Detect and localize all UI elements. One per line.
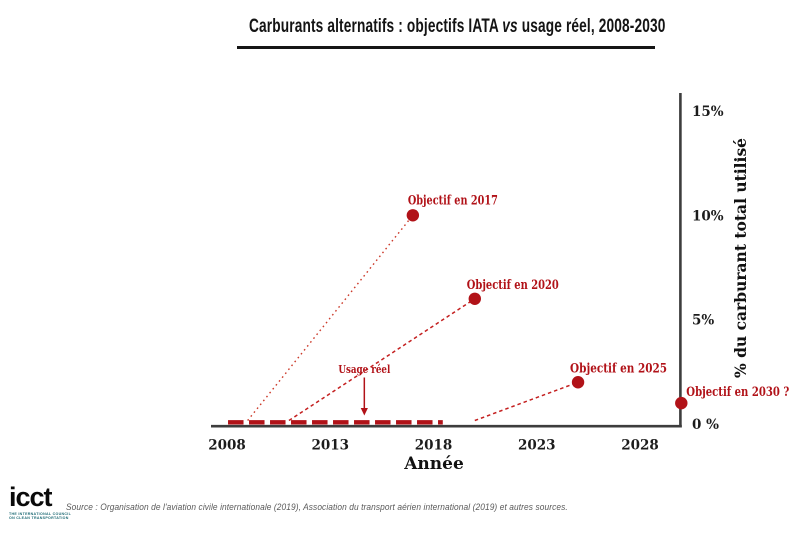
icct-logo-subtext: THE INTERNATIONAL COUNCIL ON CLEAN TRANS… xyxy=(9,512,71,521)
x-tick-label: 2013 xyxy=(311,438,349,454)
icct-logo: icct THE INTERNATIONAL COUNCIL ON CLEAN … xyxy=(9,484,71,521)
icct-logo-text: icct xyxy=(9,482,53,512)
x-axis-title: Année xyxy=(403,454,464,474)
y-tick-label: 0 % xyxy=(692,417,719,433)
chart-title-vs: vs xyxy=(502,16,518,37)
x-tick-label: 2008 xyxy=(208,438,246,454)
icct-logo-sub2: ON CLEAN TRANSPORTATION xyxy=(9,516,69,521)
y-tick-label: 10% xyxy=(692,208,724,224)
objective-point xyxy=(406,209,420,222)
objective-label: Objectif en 2030 ? xyxy=(686,385,789,400)
actual-usage-arrowhead xyxy=(360,408,368,416)
y-tick-label: 5% xyxy=(692,313,714,329)
objective-point xyxy=(468,292,481,305)
objective-point xyxy=(571,376,585,389)
title-underline xyxy=(237,46,655,49)
x-tick-label: 2018 xyxy=(415,438,453,454)
objective-label: Objectif en 2017 xyxy=(408,193,498,208)
objective-point xyxy=(675,396,688,410)
y-tick-label: 15% xyxy=(692,104,724,120)
x-tick-label: 2023 xyxy=(518,438,556,454)
x-tick-label: 2028 xyxy=(621,438,659,454)
actual-usage-label: Usage réel xyxy=(338,362,390,376)
objective-trajectory-line xyxy=(474,381,579,422)
objective-trajectory-line xyxy=(247,214,414,421)
objective-label: Objectif en 2025 xyxy=(570,361,667,376)
source-note: Source : Organisation de l'aviation civi… xyxy=(66,502,568,513)
chart-title: Carburants alternatifs : objectifs IATA … xyxy=(114,16,800,38)
icct-logo-sub1: THE INTERNATIONAL COUNCIL xyxy=(9,512,72,516)
chart-title-part1: Carburants alternatifs : objectifs IATA xyxy=(248,16,503,37)
y-axis-title: % du carburant total utilisé xyxy=(731,138,750,378)
chart-title-part2: usage réel, 2008-2030 xyxy=(517,16,666,37)
objective-trajectory-line xyxy=(288,298,476,422)
objective-label: Objectif en 2020 xyxy=(467,278,559,293)
